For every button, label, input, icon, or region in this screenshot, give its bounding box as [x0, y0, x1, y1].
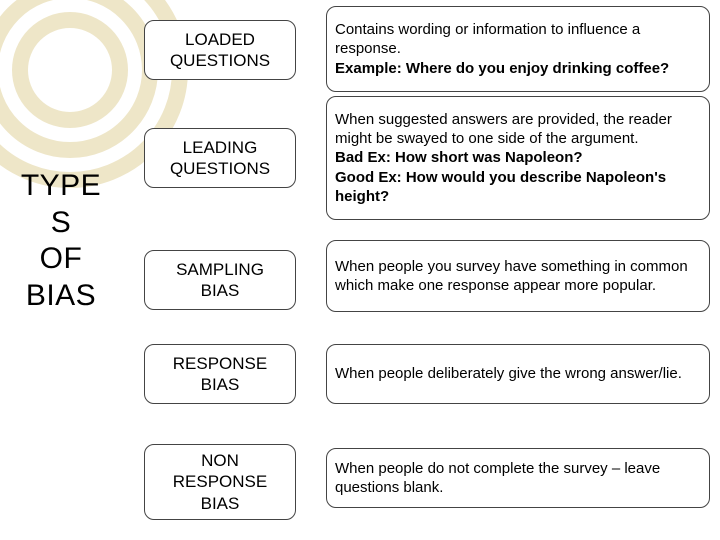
bias-type-label: LOADEDQUESTIONS: [144, 20, 296, 80]
page-title: TYPESOFBIAS: [6, 168, 116, 314]
bias-type-label: RESPONSEBIAS: [144, 344, 296, 404]
bias-type-label: SAMPLINGBIAS: [144, 250, 296, 310]
bias-type-label: NONRESPONSEBIAS: [144, 444, 296, 520]
bias-type-label: LEADINGQUESTIONS: [144, 128, 296, 188]
bias-type-description: Contains wording or information to influ…: [326, 6, 710, 92]
bias-type-description: When suggested answers are provided, the…: [326, 96, 710, 220]
bias-type-description: When people do not complete the survey –…: [326, 448, 710, 508]
bias-type-description: When people you survey have something in…: [326, 240, 710, 312]
bias-type-description: When people deliberately give the wrong …: [326, 344, 710, 404]
